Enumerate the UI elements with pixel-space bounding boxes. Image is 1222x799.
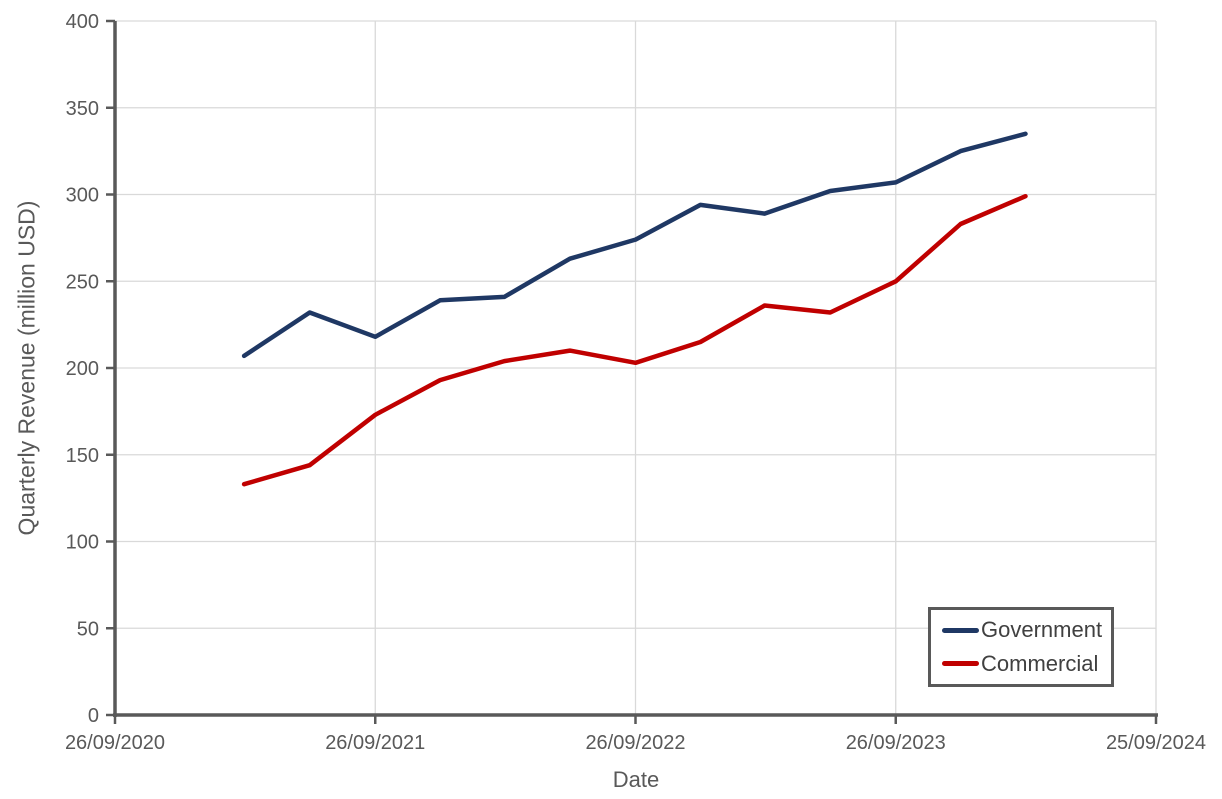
y-tick-label-0: 0 xyxy=(88,705,99,727)
x-tick-label-2: 26/09/2022 xyxy=(585,732,685,754)
legend-label-commercial: Commercial xyxy=(981,650,1099,676)
y-tick-label-400: 400 xyxy=(66,11,99,33)
government-series-line xyxy=(241,131,1028,359)
legend: Government Commercial xyxy=(928,607,1114,687)
y-tick-label-50: 50 xyxy=(77,618,99,640)
y-tick-label-150: 150 xyxy=(66,445,99,467)
legend-label-government: Government xyxy=(981,617,1103,643)
commercial-line-swatch xyxy=(942,661,979,667)
x-tick-label-0: 26/09/2020 xyxy=(65,732,165,754)
x-axis-title: Date xyxy=(612,767,660,792)
y-tick-label-100: 100 xyxy=(66,532,99,554)
government-line-swatch xyxy=(942,627,979,633)
y-axis-title: Quarterly Revenue (million USD) xyxy=(13,200,40,536)
commercial-series-line xyxy=(241,193,1028,487)
y-tick-label-300: 300 xyxy=(66,185,99,207)
x-tick-label-1: 26/09/2021 xyxy=(325,732,425,754)
y-tick-label-250: 250 xyxy=(66,271,99,293)
x-tick-label-3: 26/09/2023 xyxy=(846,732,946,754)
x-tick-label-4: 25/09/2024 xyxy=(1106,732,1206,754)
y-tick-label-350: 350 xyxy=(66,98,99,120)
legend-item-commercial: Commercial xyxy=(942,651,1111,677)
legend-item-government: Government xyxy=(942,617,1111,643)
y-tick-label-200: 200 xyxy=(66,358,99,380)
